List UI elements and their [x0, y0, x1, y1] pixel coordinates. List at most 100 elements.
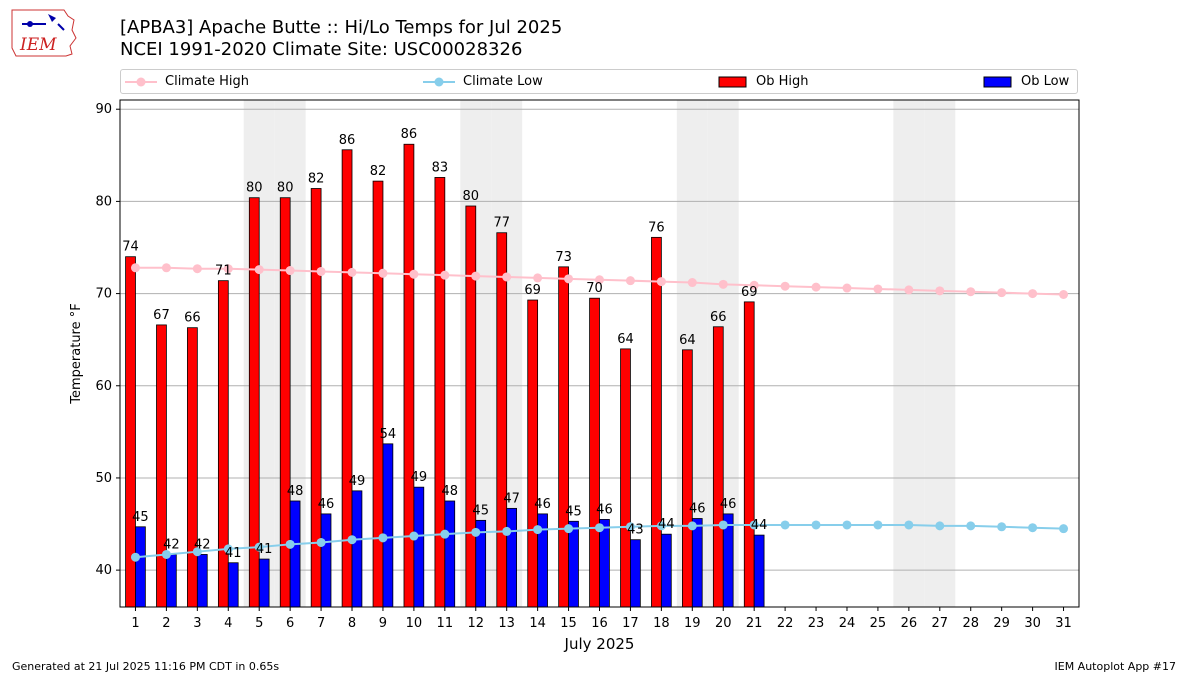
y-axis-label: Temperature °F — [69, 303, 84, 404]
iem-logo: IEM — [11, 9, 77, 57]
ob-low-label: 42 — [194, 537, 211, 552]
climate-low-point — [904, 520, 914, 530]
ob-low-bar — [568, 520, 579, 608]
ob-low-label: 54 — [380, 427, 397, 442]
ob-high-label: 74 — [122, 240, 139, 255]
x-tick-label: 4 — [224, 616, 232, 631]
climate-low-point — [409, 531, 419, 541]
ob-high-bar — [712, 326, 724, 608]
climate-low-point — [625, 522, 635, 532]
chart-title: [APBA3] Apache Butte :: Hi/Lo Temps for … — [120, 17, 563, 38]
ob-high-label: 71 — [215, 264, 232, 279]
ob-low-label: 45 — [132, 510, 149, 525]
y-tick-label: 90 — [95, 102, 112, 117]
x-tick-label: 13 — [498, 616, 515, 631]
climate-high-point — [935, 286, 945, 296]
ob-low-label: 49 — [411, 470, 428, 485]
chart-legend: Climate High Climate Low Ob High Ob Low — [120, 69, 1078, 94]
climate-low-swatch — [423, 77, 455, 86]
ob-low-bar — [351, 490, 363, 608]
x-tick-label: 26 — [901, 616, 918, 631]
ob-high-label: 80 — [246, 181, 263, 196]
ob-low-bar — [599, 519, 610, 608]
x-tick-label: 20 — [715, 616, 732, 631]
x-tick-label: 1 — [131, 616, 139, 631]
climate-low-point — [780, 520, 790, 530]
ob-low-label: 43 — [627, 523, 644, 538]
ob-low-swatch — [983, 76, 1012, 87]
x-tick-label: 19 — [684, 616, 701, 631]
x-tick-label: 3 — [193, 616, 201, 631]
climate-low-point — [223, 544, 233, 554]
y-tick-label: 80 — [95, 194, 112, 209]
climate-low-point — [378, 533, 388, 543]
climate-high-point — [595, 275, 604, 285]
ob-high-label: 66 — [710, 310, 727, 325]
ob-high-bar — [527, 299, 539, 608]
x-tick-label: 18 — [653, 616, 670, 631]
ob-high-bar — [465, 205, 477, 608]
ob-high-label: 80 — [463, 189, 480, 204]
x-tick-label: 27 — [932, 616, 949, 631]
y-tick-label: 60 — [95, 379, 112, 394]
x-axis-label: July 2025 — [564, 635, 635, 653]
climate-low-point — [935, 521, 945, 531]
legend-ob-low-label: Ob Low — [1021, 74, 1070, 89]
x-tick-label: 16 — [591, 616, 608, 631]
x-tick-label: 22 — [777, 616, 794, 631]
climate-low-point — [749, 520, 759, 530]
climate-high-point — [440, 270, 450, 280]
ob-low-bar — [320, 513, 332, 608]
climate-high-point — [966, 287, 976, 297]
legend-climate-high: Climate High — [125, 70, 249, 93]
climate-low-point — [285, 539, 295, 549]
ob-low-bar — [630, 539, 641, 608]
climate-high-point — [533, 273, 543, 283]
x-tick-label: 2 — [162, 616, 170, 631]
climate-low-point — [687, 521, 697, 531]
climate-high-point — [285, 266, 295, 276]
climate-high-point — [254, 265, 264, 275]
x-tick-label: 8 — [348, 616, 356, 631]
climate-low-point — [873, 520, 883, 530]
climate-high-point — [223, 264, 233, 274]
ob-low-label: 46 — [534, 497, 551, 512]
ob-high-label: 66 — [184, 311, 201, 326]
ob-low-bar — [660, 533, 672, 608]
x-tick-label: 25 — [870, 616, 887, 631]
climate-low-point — [471, 527, 481, 537]
ob-high-bar — [156, 324, 167, 608]
ob-low-label: 46 — [720, 497, 737, 512]
ob-high-label: 69 — [524, 283, 541, 298]
climate-low-point — [316, 537, 326, 547]
ob-high-label: 76 — [648, 220, 665, 235]
x-tick-label: 17 — [622, 616, 639, 631]
ob-high-label: 86 — [401, 127, 418, 142]
climate-high-point — [687, 278, 697, 288]
climate-high-point — [471, 271, 481, 281]
x-tick-label: 24 — [839, 616, 856, 631]
ob-high-bar — [372, 180, 384, 608]
plot-frame — [119, 99, 1080, 608]
x-tick-label: 31 — [1055, 616, 1072, 631]
climate-low-point — [192, 547, 202, 557]
climate-high-point — [347, 267, 357, 277]
x-tick-label: 23 — [808, 616, 825, 631]
climate-low-point — [1059, 524, 1069, 534]
ob-low-bar — [753, 534, 765, 608]
ob-high-bar — [651, 236, 662, 608]
ob-high-bar — [558, 266, 569, 608]
ob-low-bar — [196, 554, 208, 608]
x-tick-label: 12 — [467, 616, 484, 631]
y-tick-label: 40 — [95, 563, 112, 578]
climate-low-point — [440, 529, 450, 539]
ob-low-bar — [382, 443, 394, 608]
ob-high-bar — [682, 349, 693, 608]
ob-high-label: 64 — [617, 332, 634, 347]
climate-low-point — [966, 521, 976, 531]
ob-low-bar — [135, 526, 146, 608]
climate-low-point — [533, 525, 543, 535]
ob-high-label: 77 — [493, 216, 510, 231]
climate-low-point — [564, 524, 574, 534]
